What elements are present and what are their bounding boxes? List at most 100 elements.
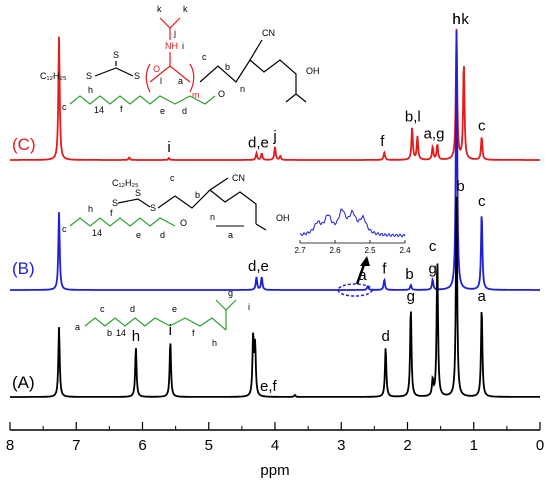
- struct-a-f: f: [192, 328, 195, 338]
- struct-b-cn: CN: [232, 173, 245, 183]
- series-name-a: (A): [12, 373, 35, 392]
- struct-c-green-tail: [69, 95, 216, 105]
- struct-c-red-bracket: [145, 63, 195, 93]
- struct-c-red-chain: [149, 65, 191, 83]
- struct-c-o2: O: [218, 89, 225, 99]
- struct-b-a: a: [228, 230, 233, 240]
- peak-label: f: [380, 133, 385, 150]
- struct-b-d-lab: d: [160, 230, 165, 240]
- struct-b-b: b: [195, 190, 200, 200]
- peak-label: h: [452, 11, 460, 28]
- peak-label: e,f: [260, 378, 278, 395]
- peak-label: c: [478, 118, 486, 135]
- x-tick-label: 5: [205, 437, 213, 454]
- struct-b-14: 14: [92, 228, 102, 238]
- struct-c-c-lab: c: [62, 102, 67, 112]
- peak-label: f: [382, 261, 387, 278]
- peak-label: g: [429, 261, 437, 278]
- peak-label: h: [452, 11, 460, 28]
- inset-plot: 2.7 2.6 2.5 2.4: [294, 195, 411, 255]
- series-name-b: (B): [12, 259, 35, 278]
- peak-label: d: [381, 328, 389, 345]
- peak-label: c: [429, 238, 437, 255]
- struct-c-oh: OH: [306, 66, 320, 76]
- struct-c-isopropyl: [159, 17, 181, 29]
- struct-c-nh: NH: [165, 41, 178, 51]
- struct-c-o1: O: [153, 64, 160, 74]
- struct-c-j: j: [173, 28, 176, 38]
- struct-c-b: b: [225, 62, 230, 72]
- struct-c-s1: S: [86, 71, 92, 81]
- peak-label: a: [358, 267, 367, 284]
- structure-a: a c b 14 d e f g h i: [75, 288, 250, 348]
- series-name-c: (C): [12, 135, 36, 154]
- struct-c-s2: S: [113, 50, 119, 60]
- struct-c-n: n: [240, 84, 245, 94]
- peak-label: i: [169, 322, 172, 339]
- peak-label: i: [167, 139, 170, 156]
- x-axis: 8 7 6 5 4 3 2 1 0 ppm: [6, 422, 544, 479]
- struct-b-c-lab: c: [62, 224, 67, 234]
- struct-b-s2: S: [135, 188, 141, 198]
- struct-a-14: 14: [116, 328, 126, 338]
- x-tick-label: 8: [6, 437, 14, 454]
- inset-trace: [299, 208, 406, 238]
- struct-a-e: e: [172, 304, 177, 314]
- struct-b-o: O: [180, 218, 187, 228]
- peak-label: j: [272, 128, 276, 145]
- spectrum-line: [10, 30, 540, 291]
- struct-b-c12h25: C₁₂H₂₅: [112, 178, 139, 188]
- struct-c-e-lab: e: [160, 106, 165, 116]
- struct-b-h-lab: h: [88, 204, 93, 214]
- struct-a-i: i: [248, 302, 250, 312]
- peak-label: k: [461, 11, 469, 28]
- struct-b-s3: S: [150, 203, 156, 213]
- peak-label: d,e: [248, 258, 269, 275]
- structure-b: C₁₂H₂₅ S S S CN OH c b n O a c h 14 f e …: [62, 173, 290, 240]
- struct-a-g: g: [228, 288, 233, 298]
- struct-a-methacrylate: [215, 299, 237, 330]
- struct-a-b: b: [107, 328, 112, 338]
- struct-a-h: h: [212, 338, 217, 348]
- struct-c-h-lab: h: [88, 85, 93, 95]
- inset-arrow-head: [360, 256, 370, 266]
- struct-c-d-lab: d: [182, 106, 187, 116]
- struct-c-a: a: [178, 76, 183, 86]
- x-axis-label: ppm: [260, 462, 289, 479]
- struct-a-green-tail: [84, 317, 227, 331]
- struct-b-c: c: [170, 173, 175, 183]
- struct-c-backbone: [199, 39, 307, 103]
- x-tick-label: 0: [536, 437, 544, 454]
- struct-b-e-lab: e: [136, 230, 141, 240]
- struct-b-trithio: [117, 198, 151, 208]
- peak-label: b: [405, 266, 413, 283]
- peak-label: c: [478, 193, 486, 210]
- x-tick-label: 3: [337, 437, 345, 454]
- struct-c-k2: k: [183, 4, 188, 14]
- struct-a-a: a: [75, 322, 80, 332]
- struct-c-14: 14: [94, 105, 104, 115]
- struct-c-f-lab: f: [120, 104, 123, 114]
- inset-ticks: 2.7 2.6 2.5 2.4: [294, 240, 411, 255]
- spectrum-line: [10, 196, 540, 398]
- peak-label: h: [132, 328, 140, 345]
- struct-c-c12h25: C₁₂H₂₅: [40, 71, 67, 81]
- x-tick-label: 7: [72, 437, 80, 454]
- x-axis-ticks: 8 7 6 5 4 3 2 1 0: [6, 422, 544, 454]
- struct-b-green-tail: [69, 217, 176, 227]
- peak-label: b: [456, 178, 464, 195]
- inset-tick-label: 2.4: [399, 246, 411, 255]
- inset-frame: [300, 195, 405, 245]
- struct-a-c: c: [100, 304, 105, 314]
- peak-label: g: [407, 288, 415, 305]
- struct-c-cn: CN: [262, 28, 275, 38]
- spectrum-line: [10, 28, 540, 161]
- struct-b-oh: OH: [276, 213, 290, 223]
- spectra: [10, 28, 540, 398]
- struct-a-d: d: [130, 304, 135, 314]
- struct-c-c: c: [202, 52, 207, 62]
- x-tick-label: 4: [271, 437, 279, 454]
